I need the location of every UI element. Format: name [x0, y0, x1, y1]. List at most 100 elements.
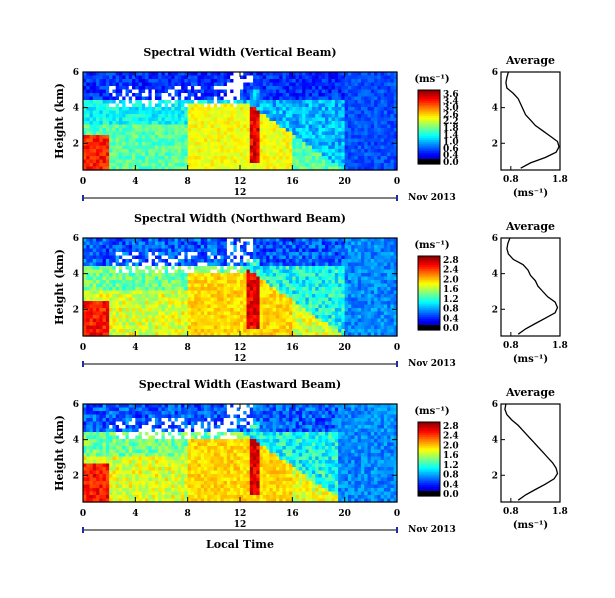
heatmap-cell: [122, 262, 127, 267]
heatmap-cell: [344, 107, 349, 112]
heatmap-cell: [295, 149, 300, 154]
month-label: Nov 2013: [408, 193, 456, 203]
heatmap-cell: [115, 110, 120, 115]
heatmap-cell: [118, 114, 123, 119]
heatmap-cell: [184, 142, 189, 147]
heatmap-cell: [223, 110, 228, 115]
heatmap-cell: [374, 79, 378, 84]
heatmap-cell: [344, 152, 349, 157]
heatmap-cell: [138, 89, 143, 94]
heatmap-cell: [295, 269, 300, 274]
heatmap-cell: [236, 107, 241, 112]
heatmap-cell: [351, 103, 356, 108]
heatmap-cell: [266, 156, 271, 161]
heatmap-cell: [141, 107, 146, 112]
heatmap-cell: [259, 138, 264, 143]
heatmap-cell: [187, 156, 192, 161]
heatmap-cell: [246, 166, 251, 171]
heatmap-cell: [256, 241, 261, 246]
heatmap-cell: [226, 325, 231, 330]
heatmap-cell: [315, 262, 320, 267]
heatmap-cell: [256, 156, 261, 161]
heatmap-cell: [86, 304, 91, 309]
heatmap-cell: [285, 138, 290, 143]
heatmap-cell: [86, 138, 91, 143]
colorbar-swatch: [418, 91, 440, 95]
heatmap-cell: [302, 311, 307, 316]
heatmap-cell: [367, 163, 372, 168]
heatmap-cell: [96, 273, 100, 278]
heatmap-cell: [151, 93, 156, 98]
heatmap-cell: [272, 262, 277, 267]
heatmap-cell: [184, 329, 189, 334]
heatmap-cell: [89, 96, 94, 101]
heatmap-cell: [253, 259, 257, 264]
heatmap-cell: [92, 103, 97, 108]
heatmap-cell: [380, 117, 385, 122]
heatmap-cell: [122, 166, 127, 171]
heatmap-cell: [374, 145, 378, 150]
heatmap-cell: [230, 245, 235, 250]
heatmap-cell: [321, 121, 326, 126]
heatmap-cell: [269, 107, 274, 112]
colorbar-swatch: [418, 145, 440, 148]
heatmap-cell: [243, 82, 248, 87]
heatmap-cell: [374, 131, 378, 136]
heatmap-cell: [187, 82, 192, 87]
heatmap-cell: [328, 103, 333, 108]
heatmap-cell: [112, 318, 117, 323]
heatmap-cell: [184, 290, 189, 295]
heatmap-cell: [112, 248, 117, 253]
heatmap-cell: [266, 332, 271, 337]
heatmap-cell: [132, 304, 136, 309]
heatmap-cell: [89, 159, 94, 164]
heatmap-cell: [190, 75, 195, 80]
heatmap-cell: [347, 124, 352, 129]
heatmap-cell: [151, 287, 156, 292]
heatmap-cell: [236, 86, 241, 91]
heatmap-cell: [282, 304, 287, 309]
heatmap-cell: [351, 107, 356, 112]
heatmap-cell: [249, 163, 254, 168]
heatmap-cell: [92, 332, 97, 337]
heatmap-cell: [213, 103, 218, 108]
heatmap-cell: [145, 135, 150, 140]
heatmap-cell: [253, 138, 257, 143]
heatmap-cell: [197, 156, 202, 161]
heatmap-cell: [243, 318, 248, 323]
heatmap-cell: [223, 245, 228, 250]
heatmap-cell: [204, 287, 208, 292]
heatmap-cell: [289, 79, 293, 84]
heatmap-cell: [122, 325, 127, 330]
heatmap-cell: [210, 128, 215, 133]
heatmap-cell: [302, 255, 307, 260]
heatmap-cell: [102, 329, 107, 334]
heatmap-cell: [177, 163, 182, 168]
heatmap-cell: [272, 152, 277, 157]
heatmap-cell: [321, 107, 326, 112]
heatmap-cell: [240, 121, 244, 126]
heatmap-cell: [377, 114, 382, 119]
heatmap-cell: [374, 152, 378, 157]
heatmap-cell: [240, 100, 244, 105]
heatmap-cell: [141, 145, 146, 150]
heatmap-cell: [315, 280, 320, 285]
heatmap-cell: [318, 283, 323, 288]
heatmap-cell: [161, 332, 166, 337]
heatmap-cell: [240, 138, 244, 143]
heatmap-cell: [223, 79, 228, 84]
heatmap-cell: [151, 121, 156, 126]
heatmap-cell: [164, 145, 169, 150]
heatmap-cell: [328, 86, 333, 91]
heatmap-cell: [217, 159, 221, 164]
heatmap-cell: [194, 273, 199, 278]
heatmap-cell: [105, 255, 110, 260]
heatmap-cell: [99, 248, 104, 253]
heatmap-cell: [164, 96, 169, 101]
heatmap-cell: [262, 308, 267, 313]
heatmap-cell: [285, 75, 290, 80]
heatmap-cell: [328, 72, 333, 77]
heatmap-cell: [118, 166, 123, 171]
colorbar-swatch: [418, 104, 440, 108]
heatmap-cell: [233, 82, 238, 87]
